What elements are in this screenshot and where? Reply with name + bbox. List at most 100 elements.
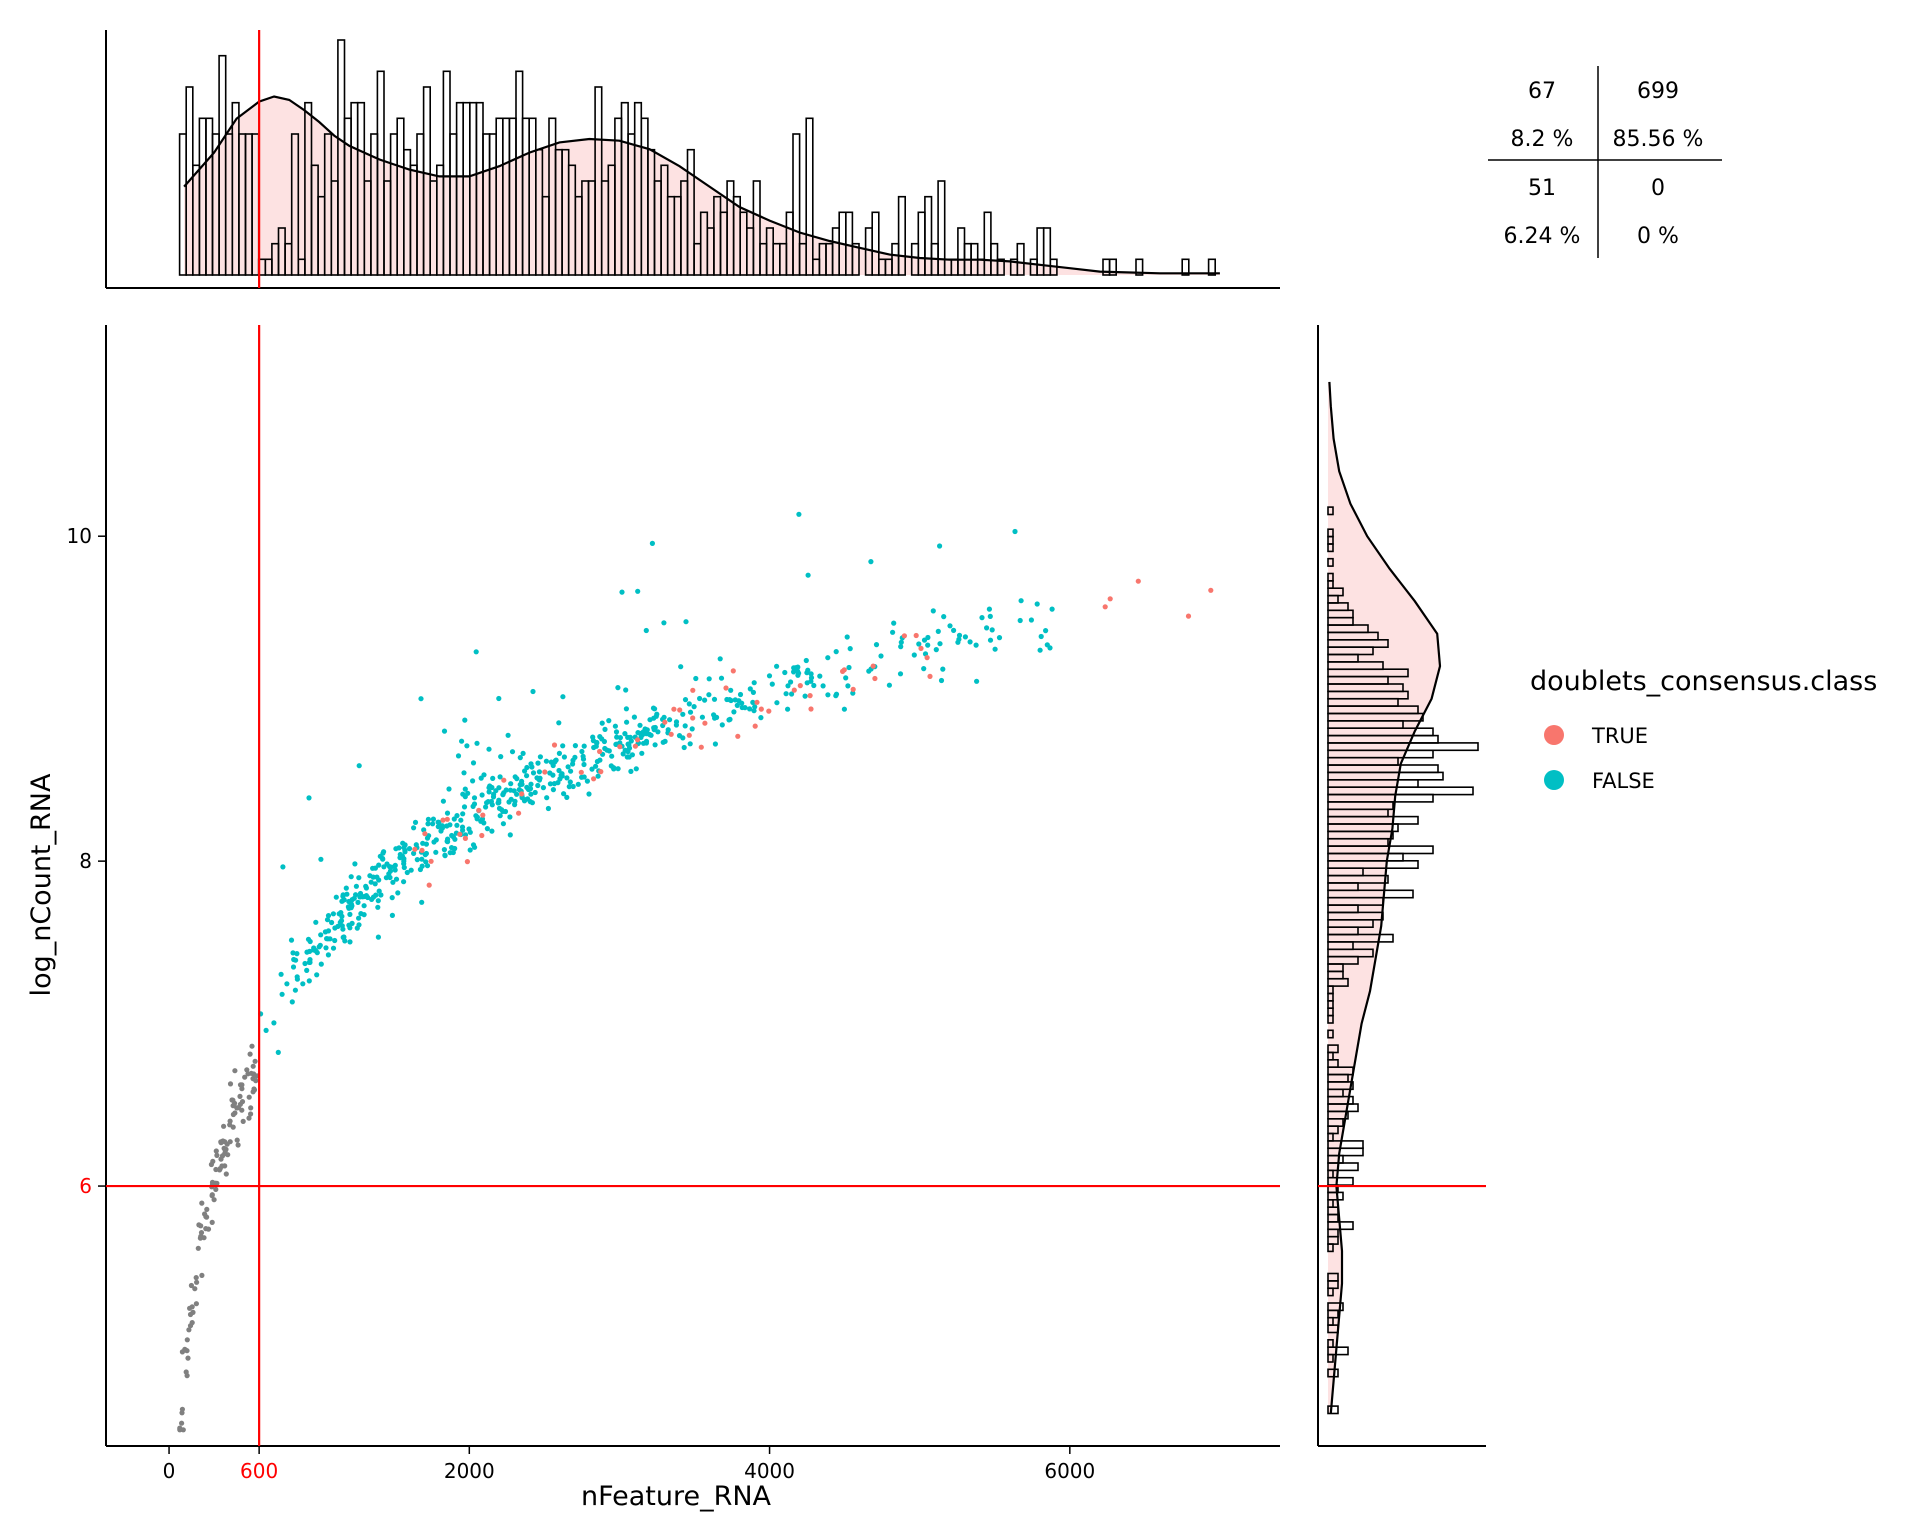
- scatter-point: [423, 859, 429, 865]
- scatter-point: [1208, 587, 1214, 593]
- threshold-lines: [106, 30, 1486, 1446]
- scatter-point: [481, 820, 487, 826]
- scatter-point: [234, 1105, 240, 1111]
- top-histogram-bar: [871, 211, 880, 276]
- scatter-point: [339, 898, 345, 904]
- scatter-point: [870, 663, 876, 669]
- scatter-point: [516, 810, 522, 816]
- scatter-point: [372, 881, 378, 887]
- scatter-point: [567, 779, 573, 785]
- scatter-point: [628, 768, 634, 775]
- scatter-point: [395, 890, 401, 896]
- scatter-point: [198, 1230, 205, 1236]
- scatter-point: [509, 749, 516, 755]
- scatter-point: [466, 826, 472, 832]
- scatter-point: [208, 1161, 214, 1168]
- scatter-point: [189, 1304, 195, 1310]
- scatter-point: [493, 788, 499, 794]
- scatter-point: [449, 832, 455, 839]
- scatter-point: [817, 673, 823, 679]
- scatter-point: [843, 675, 849, 681]
- right-histogram-bar: [1327, 1405, 1339, 1415]
- scatter-point: [536, 776, 542, 782]
- right-histogram-bar: [1327, 1346, 1349, 1356]
- scatter-point: [430, 816, 436, 822]
- scatter-point: [470, 778, 476, 784]
- scatter-point: [595, 773, 601, 779]
- scatter-point: [833, 649, 839, 655]
- scatter-point: [454, 822, 460, 828]
- scatter-point: [941, 614, 947, 620]
- scatter-point: [412, 819, 419, 826]
- scatter-point: [911, 652, 917, 658]
- y-tick-label: 8: [79, 849, 92, 873]
- scatter-point: [751, 708, 757, 714]
- x-tick-label: 4000: [744, 1459, 795, 1483]
- scatter-point: [290, 950, 296, 956]
- scatter-point: [318, 856, 324, 862]
- top-histogram-bar: [1108, 258, 1117, 276]
- scatter-point: [203, 1214, 209, 1220]
- scatter-point: [662, 738, 668, 745]
- scatter-point: [579, 774, 585, 780]
- scatter-point: [361, 903, 367, 909]
- scatter-point: [547, 781, 554, 787]
- scatter-point: [570, 761, 576, 767]
- scatter-point: [986, 606, 993, 612]
- scatter-point: [213, 1148, 219, 1154]
- scatter-point: [307, 959, 313, 966]
- scatter-point: [313, 919, 319, 925]
- scatter-point: [673, 719, 680, 725]
- scatter-point: [527, 786, 534, 792]
- scatter-point: [610, 765, 617, 771]
- scatter-point: [187, 1311, 194, 1318]
- scatter-point: [598, 769, 604, 775]
- scatter-point: [239, 1082, 245, 1088]
- scatter-point: [924, 655, 930, 661]
- scatter-point: [984, 625, 990, 631]
- scatter-point: [615, 766, 621, 772]
- scatter-point: [186, 1327, 192, 1333]
- top-histogram-bar: [805, 117, 814, 276]
- scatter-point: [537, 754, 544, 760]
- scatter-point: [1135, 578, 1141, 584]
- scatter-point: [336, 911, 342, 917]
- legend-title: doublets_consensus.class: [1530, 666, 1877, 697]
- scatter-point: [483, 804, 489, 810]
- scatter-point: [788, 679, 794, 685]
- scatter-point: [374, 874, 380, 880]
- scatter-point: [693, 675, 699, 682]
- scatter-point: [940, 666, 946, 672]
- scatter-point: [250, 1063, 256, 1069]
- scatter-point: [401, 861, 407, 867]
- scatter-point: [194, 1279, 200, 1285]
- scatter-point: [289, 999, 295, 1005]
- scatter-point: [375, 904, 381, 910]
- scatter-point: [470, 803, 476, 810]
- scatter-point: [530, 770, 537, 776]
- scatter-point: [589, 766, 595, 772]
- scatter-point: [480, 812, 486, 818]
- scatter-point: [363, 893, 369, 899]
- scatter-point: [292, 987, 298, 993]
- scatter-point: [508, 781, 514, 787]
- scatter-point: [782, 669, 788, 676]
- scatter-point: [747, 686, 753, 692]
- scatter-point: [697, 695, 703, 702]
- scatter-point: [479, 832, 485, 839]
- scatter-point: [498, 754, 504, 760]
- scatter-point: [553, 757, 559, 763]
- scatter-point: [785, 683, 791, 689]
- scatter-point: [702, 697, 708, 703]
- scatter-point: [791, 669, 797, 675]
- scatter-point: [647, 717, 653, 723]
- scatter-point: [671, 706, 677, 712]
- scatter-point: [318, 961, 324, 967]
- scatter-point: [314, 972, 320, 978]
- scatter-point: [232, 1068, 238, 1074]
- right-marginal-histogram: [1327, 381, 1479, 1415]
- scatter-point: [290, 964, 297, 970]
- scatter-point: [785, 706, 791, 712]
- scatter-point: [314, 950, 320, 956]
- scatter-point: [507, 832, 513, 838]
